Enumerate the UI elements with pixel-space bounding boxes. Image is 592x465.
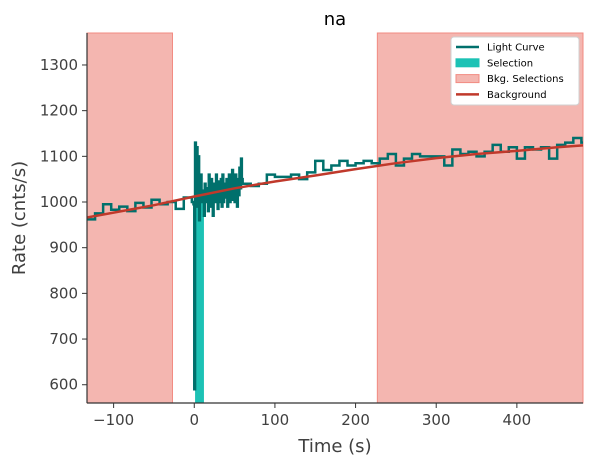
y-tick-label: 600 (49, 376, 78, 394)
y-axis-title: Rate (cnts/s) (9, 161, 30, 275)
axes (86, 33, 583, 404)
x-tick-label: 100 (261, 411, 290, 429)
y-tick-label: 700 (49, 330, 78, 348)
y-tick-label: 1300 (40, 56, 78, 74)
y-tick-label: 800 (49, 284, 78, 302)
background-model-line (86, 144, 584, 219)
bkg-selection-1 (86, 32, 173, 404)
y-tick-label: 1000 (40, 193, 78, 211)
x-tick-label: 0 (189, 411, 199, 429)
legend: Light Curve Selection Bkg. Selections Backg… (450, 36, 580, 106)
legend-swatch-selection (455, 58, 480, 68)
x-tick-label: −100 (93, 411, 134, 429)
legend-frame (450, 36, 580, 106)
legend-label-background: Background (487, 90, 547, 101)
background-model-series (86, 144, 584, 219)
y-tick-label: 900 (49, 239, 78, 257)
source-selection (195, 197, 204, 403)
x-tick-label: 400 (503, 411, 532, 429)
chart-title: na (324, 9, 346, 30)
legend-label-selection: Selection (487, 58, 533, 69)
legend-label-bkg-selections: Bkg. Selections (487, 74, 564, 85)
x-ticks: −100 0 100 200 300 400 (93, 403, 531, 429)
y-ticks: 600 700 800 900 1000 1100 1200 1300 (40, 56, 87, 394)
legend-swatch-bkg-selections (455, 74, 480, 84)
y-tick-label: 1100 (40, 147, 78, 165)
x-tick-label: 200 (341, 411, 370, 429)
y-tick-label: 1200 (40, 102, 78, 120)
x-tick-label: 300 (422, 411, 451, 429)
x-axis-title: Time (s) (297, 436, 371, 457)
legend-label-light-curve: Light Curve (487, 43, 545, 54)
selection-band (195, 197, 204, 403)
